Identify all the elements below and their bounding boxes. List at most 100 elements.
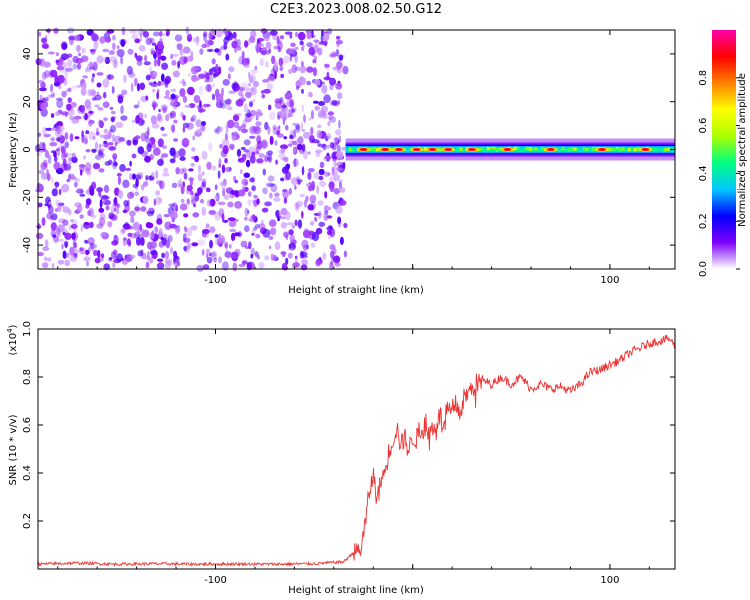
noise-cell [60, 111, 69, 116]
noise-cell [264, 255, 270, 261]
noise-cell [98, 150, 104, 156]
noise-cell [90, 214, 97, 219]
noise-cell [64, 151, 68, 158]
noise-cell [328, 77, 337, 86]
noise-cell [67, 97, 72, 103]
noise-cell [260, 219, 264, 226]
noise-cell [249, 154, 256, 164]
noise-cell [90, 32, 97, 42]
noise-cell [245, 112, 253, 118]
noise-cell [154, 226, 158, 234]
noise-cell [165, 89, 170, 97]
noise-cell [40, 102, 46, 112]
noise-cell [308, 168, 315, 173]
noise-cell [206, 187, 211, 193]
noise-cell [312, 59, 317, 64]
noise-cell [278, 215, 282, 219]
noise-cell [225, 53, 230, 61]
noise-cell [211, 165, 217, 171]
noise-cell [150, 82, 159, 88]
noise-cell [277, 125, 281, 130]
noise-cell [283, 197, 287, 204]
noise-cell [177, 180, 183, 186]
noise-cell [170, 88, 177, 92]
noise-cell [60, 53, 69, 60]
noise-cell [179, 203, 188, 211]
signal-cell [453, 147, 457, 151]
noise-cell [305, 195, 309, 202]
noise-cell [303, 114, 306, 123]
noise-cell [233, 121, 240, 129]
noise-cell [251, 151, 256, 158]
noise-cell [179, 88, 186, 97]
noise-cell [137, 146, 145, 155]
noise-cell [40, 162, 48, 171]
noise-cell [342, 65, 349, 75]
signal-cell [423, 147, 427, 151]
noise-cell [309, 194, 317, 203]
noise-cell [206, 48, 214, 53]
noise-cell [47, 51, 55, 55]
noise-cell [246, 262, 252, 271]
noise-cell [183, 213, 189, 218]
noise-cell [121, 89, 128, 96]
noise-cell [307, 151, 311, 155]
noise-cell [295, 200, 304, 207]
noise-cell [117, 176, 121, 185]
noise-cell [156, 262, 165, 270]
noise-cell [182, 126, 186, 133]
noise-cell [335, 167, 342, 171]
noise-cell [53, 161, 61, 171]
noise-cell [152, 31, 161, 37]
noise-cell [249, 35, 256, 44]
noise-cell [140, 206, 147, 212]
noise-cell [57, 224, 65, 233]
noise-cell [114, 142, 118, 147]
noise-cell [250, 247, 255, 256]
noise-cell [195, 119, 202, 128]
noise-cell [280, 147, 285, 154]
noise-cell [234, 179, 238, 184]
noise-cell [336, 92, 343, 100]
noise-cell [103, 128, 109, 134]
noise-cell [94, 104, 100, 108]
noise-cell [38, 169, 45, 175]
noise-cell [275, 210, 280, 218]
noise-cell [283, 136, 288, 140]
noise-cell [159, 180, 163, 189]
noise-cell [173, 250, 178, 259]
noise-cell [150, 143, 157, 149]
noise-cell [191, 74, 198, 82]
signal-cell [534, 147, 538, 150]
noise-cell [156, 91, 160, 100]
noise-cell [158, 197, 163, 204]
noise-cell [208, 68, 213, 76]
snr-scale-exponent: 4 [6, 328, 14, 333]
noise-cell [125, 167, 132, 171]
noise-cell [55, 59, 60, 63]
snr-axes-frame [37, 328, 676, 570]
noise-cell [94, 94, 102, 101]
noise-cell [214, 234, 219, 238]
noise-cell [142, 31, 150, 38]
noise-cell [222, 178, 227, 186]
signal-cell [618, 148, 622, 152]
noise-cell [64, 132, 69, 140]
noise-cell [277, 41, 283, 51]
noise-cell [333, 188, 340, 195]
noise-cell [216, 93, 224, 103]
noise-cell [156, 218, 163, 225]
x-tick-label: -100 [204, 575, 227, 586]
noise-cell [274, 100, 283, 110]
signal-cell [585, 148, 589, 151]
noise-cell [279, 109, 287, 119]
noise-cell [58, 69, 66, 73]
noise-cell [143, 181, 149, 187]
noise-cell [332, 172, 336, 176]
noise-cell [202, 31, 208, 38]
noise-cell [137, 250, 143, 257]
noise-cell [182, 80, 186, 87]
noise-cell [241, 51, 245, 60]
noise-cell [203, 32, 207, 42]
noise-cell [279, 35, 285, 40]
